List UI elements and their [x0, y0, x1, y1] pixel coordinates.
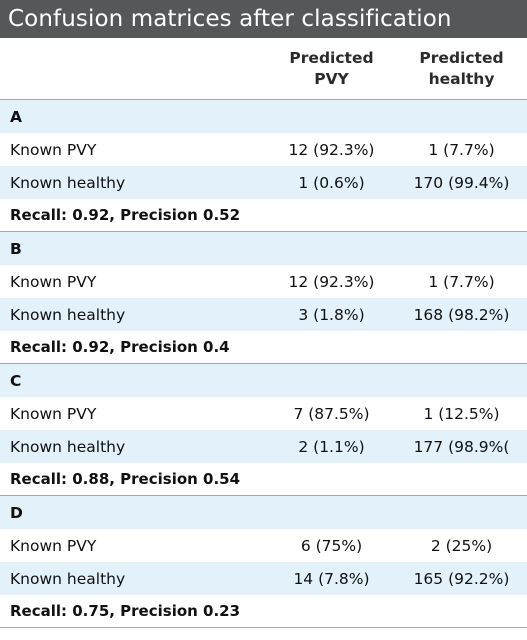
cell-predicted-healthy: 168 (98.2%) [413, 305, 510, 324]
section-summary: Recall: 0.92, Precision 0.4 [0, 331, 527, 364]
section-label: A [10, 107, 22, 126]
cell-predicted-healthy: 1 (7.7%) [428, 140, 495, 159]
section-b-header: B [0, 232, 527, 265]
summary-text: Recall: 0.92, Precision 0.52 [10, 206, 241, 224]
cell-predicted-pvy: 12 (92.3%) [288, 272, 375, 291]
table-row: Known PVY 6 (75%) 2 (25%) [0, 529, 527, 562]
cell-predicted-healthy: 177 (98.9%( [413, 437, 510, 456]
table-title: Confusion matrices after classification [0, 0, 527, 38]
summary-text: Recall: 0.88, Precision 0.54 [10, 470, 241, 488]
cell-predicted-healthy: 1 (12.5%) [423, 404, 500, 423]
table-row: Known healthy 14 (7.8%) 165 (92.2%) [0, 562, 527, 595]
cell-predicted-healthy: 170 (99.4%) [413, 173, 510, 192]
table-row: Known PVY 7 (87.5%) 1 (12.5%) [0, 397, 527, 430]
header-predicted-pvy: Predicted PVY [267, 48, 396, 90]
row-label: Known PVY [10, 536, 97, 555]
summary-text: Recall: 0.92, Precision 0.4 [10, 338, 230, 356]
cell-predicted-pvy: 2 (1.1%) [298, 437, 365, 456]
header-predicted-healthy-line1: Predicted [419, 48, 504, 67]
section-summary: Recall: 0.88, Precision 0.54 [0, 463, 527, 496]
table-row: Known PVY 12 (92.3%) 1 (7.7%) [0, 133, 527, 166]
table-row: Known healthy 3 (1.8%) 168 (98.2%) [0, 298, 527, 331]
section-label: D [10, 503, 23, 522]
cell-predicted-pvy: 14 (7.8%) [293, 569, 370, 588]
table-row: Known healthy 2 (1.1%) 177 (98.9%( [0, 430, 527, 463]
table-row: Known healthy 1 (0.6%) 170 (99.4%) [0, 166, 527, 199]
row-label: Known healthy [10, 437, 126, 456]
cell-predicted-healthy: 1 (7.7%) [428, 272, 495, 291]
table-row: Known PVY 12 (92.3%) 1 (7.7%) [0, 265, 527, 298]
cell-predicted-healthy: 2 (25%) [430, 536, 493, 555]
section-c-header: C [0, 364, 527, 397]
cell-predicted-pvy: 3 (1.8%) [298, 305, 365, 324]
cell-predicted-pvy: 1 (0.6%) [298, 173, 365, 192]
header-predicted-pvy-line1: Predicted [289, 48, 374, 67]
cell-predicted-healthy: 165 (92.2%) [413, 569, 510, 588]
column-header-row: Predicted PVY Predicted healthy [0, 38, 527, 100]
row-label: Known PVY [10, 140, 97, 159]
row-label: Known healthy [10, 569, 126, 588]
row-label: Known healthy [10, 173, 126, 192]
section-summary: Recall: 0.92, Precision 0.52 [0, 199, 527, 232]
cell-predicted-pvy: 6 (75%) [300, 536, 363, 555]
section-d-header: D [0, 496, 527, 529]
row-label: Known PVY [10, 404, 97, 423]
section-a-header: A [0, 100, 527, 133]
section-label: C [10, 371, 22, 390]
cell-predicted-pvy: 7 (87.5%) [293, 404, 370, 423]
cell-predicted-pvy: 12 (92.3%) [288, 140, 375, 159]
header-predicted-healthy: Predicted healthy [396, 48, 527, 90]
row-label: Known PVY [10, 272, 97, 291]
row-label: Known healthy [10, 305, 126, 324]
summary-text: Recall: 0.75, Precision 0.23 [10, 602, 241, 620]
section-label: B [10, 239, 22, 258]
section-summary: Recall: 0.75, Precision 0.23 [0, 595, 527, 628]
header-predicted-healthy-line2: healthy [428, 69, 495, 88]
header-predicted-pvy-line2: PVY [314, 69, 349, 88]
